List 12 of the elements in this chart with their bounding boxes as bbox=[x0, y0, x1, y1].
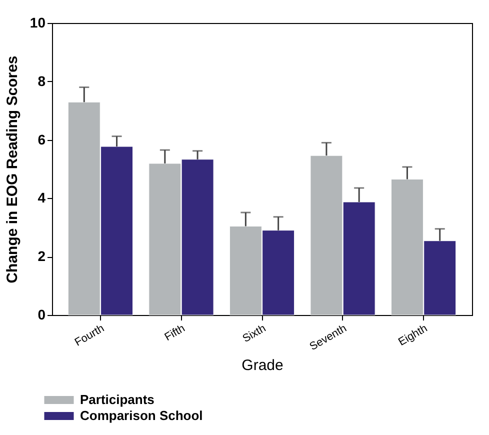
y-tick-label: 6 bbox=[38, 131, 46, 148]
y-tick-label: 0 bbox=[38, 306, 46, 322]
y-axis-title: Change in EOG Reading Scores bbox=[4, 56, 21, 284]
x-tick-label: Fifth bbox=[162, 322, 188, 344]
x-tick-label: Sixth bbox=[240, 322, 268, 346]
y-tick-label: 8 bbox=[38, 72, 46, 89]
y-tick-label: 4 bbox=[38, 190, 46, 206]
y-tick-label: 10 bbox=[30, 14, 46, 30]
x-axis-title: Grade bbox=[242, 357, 284, 374]
y-tick-label: 2 bbox=[38, 248, 46, 264]
legend-label: Comparison School bbox=[80, 408, 203, 423]
legend-label: Participants bbox=[80, 392, 154, 407]
